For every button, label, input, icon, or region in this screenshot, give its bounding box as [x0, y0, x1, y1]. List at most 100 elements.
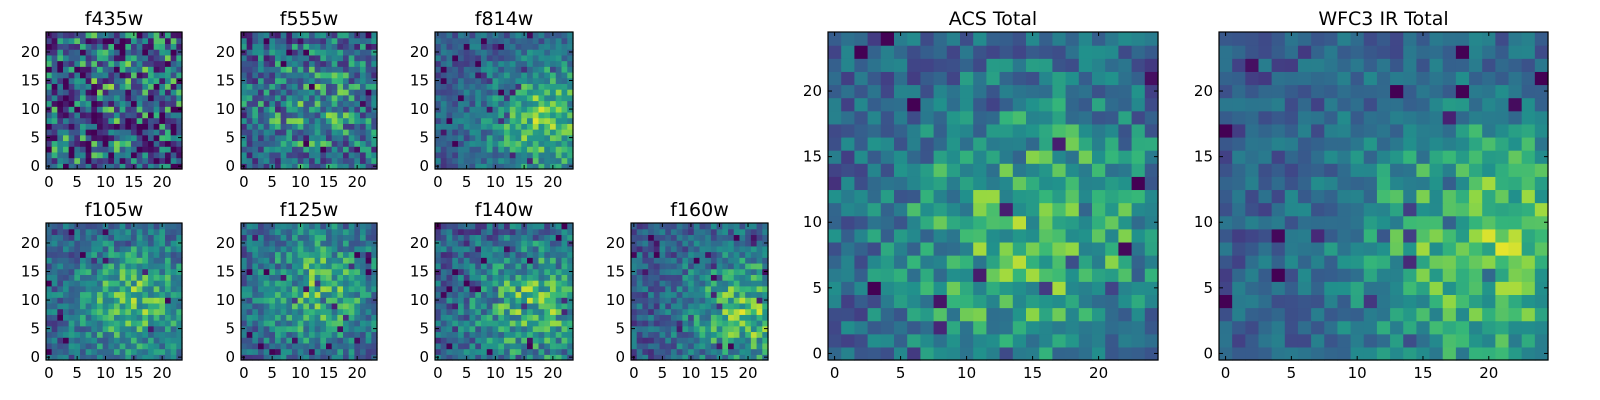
heatmap-cell [1039, 163, 1053, 177]
y-tick-label: 0 [419, 348, 429, 366]
heatmap-cell [1337, 333, 1352, 348]
heatmap-cell [343, 60, 350, 67]
heatmap-cell [481, 66, 488, 73]
heatmap-cell [68, 140, 75, 147]
heatmap-cell [263, 146, 270, 153]
heatmap-cell [252, 354, 259, 361]
heatmap-cell [119, 66, 126, 73]
heatmap-cell [538, 66, 545, 73]
heatmap-cell [354, 89, 361, 96]
heatmap-cell [153, 163, 160, 170]
heatmap-cell [85, 314, 92, 321]
heatmap-cell [1026, 346, 1040, 361]
heatmap-cell [642, 314, 649, 321]
heatmap-cell [440, 117, 448, 124]
heatmap-cell [354, 106, 361, 113]
heatmap-cell [440, 123, 448, 130]
heatmap-cell [51, 146, 58, 153]
heatmap-cell [745, 268, 752, 275]
heatmap-cell [1026, 176, 1040, 191]
heatmap-cell [492, 342, 499, 350]
heatmap-cell [907, 176, 921, 191]
heatmap-cell [159, 291, 166, 298]
heatmap-cell [527, 89, 534, 96]
heatmap-cell [343, 240, 350, 247]
heatmap-cell [515, 32, 522, 39]
heatmap-cell [142, 274, 149, 281]
heatmap-cell [153, 223, 160, 230]
heatmap-cell [1039, 320, 1053, 335]
heatmap-cell [63, 337, 70, 344]
heatmap-cell [286, 268, 293, 275]
heatmap-cell [538, 228, 545, 236]
heatmap-cell [653, 320, 661, 327]
heatmap-cell [699, 223, 706, 230]
heatmap-cell [320, 223, 327, 230]
heatmap-cell [125, 302, 132, 310]
heatmap-cell [269, 257, 276, 264]
heatmap-cell [1092, 45, 1106, 59]
heatmap-cell [280, 83, 287, 90]
heatmap-cell [263, 71, 270, 79]
heatmap-cell [509, 297, 517, 304]
heatmap-cell [74, 302, 81, 310]
heatmap-cell [670, 274, 678, 281]
heatmap-cell [880, 268, 895, 282]
heatmap-cell [756, 302, 763, 310]
heatmap-cell [699, 291, 706, 298]
heatmap-cell [469, 32, 476, 39]
heatmap-cell [63, 163, 70, 170]
heatmap-cell [481, 223, 488, 230]
heatmap-cell [303, 320, 310, 327]
heatmap-cell [1469, 333, 1483, 348]
heatmap-cell [670, 302, 678, 310]
heatmap-cell [337, 297, 344, 304]
heatmap-cell [1026, 281, 1040, 295]
heatmap-cell [280, 274, 287, 281]
heatmap-cell [131, 134, 138, 142]
heatmap-cell [670, 348, 678, 355]
y-tick-label: 5 [419, 129, 429, 147]
x-tick-label: 10 [96, 173, 115, 191]
heatmap-cell [275, 94, 282, 102]
x-tick-label: 10 [291, 173, 310, 191]
heatmap-cell [159, 285, 166, 293]
heatmap-cell [297, 240, 304, 247]
heatmap-cell [102, 280, 109, 287]
heatmap-cell [999, 346, 1014, 361]
heatmap-cell [670, 320, 678, 327]
heatmap-cell [699, 325, 706, 333]
x-tick-label: 0 [44, 173, 54, 191]
heatmap-cell [509, 251, 517, 258]
heatmap-cell [452, 314, 459, 321]
heatmap-cell [303, 83, 310, 90]
heatmap-cell [125, 297, 132, 304]
heatmap-cell [699, 280, 706, 287]
heatmap-cell [722, 325, 729, 333]
heatmap-cell [360, 285, 367, 293]
heatmap-cell [544, 308, 551, 315]
heatmap-cell [653, 223, 661, 230]
heatmap-cell [63, 111, 70, 119]
heatmap-cell [337, 325, 344, 333]
heatmap-cell [555, 117, 563, 124]
heatmap-cell [999, 215, 1014, 230]
heatmap-cell [665, 291, 672, 298]
heatmap-cell [561, 280, 568, 287]
heatmap-cell [1105, 228, 1119, 243]
heatmap-cell [68, 268, 75, 275]
heatmap-cell [165, 274, 172, 281]
heatmap-cell [555, 331, 563, 338]
heatmap-cell [309, 151, 316, 159]
heatmap-cell [1026, 189, 1040, 204]
heatmap-cell [292, 37, 299, 45]
heatmap-cell [745, 308, 752, 315]
heatmap-cell [1078, 346, 1093, 361]
heatmap-cell [986, 123, 1001, 138]
heatmap-cell [286, 140, 293, 147]
heatmap-cell [165, 337, 172, 344]
heatmap-cell [309, 297, 316, 304]
heatmap-cell [498, 308, 505, 315]
heatmap-cell [1232, 333, 1246, 348]
